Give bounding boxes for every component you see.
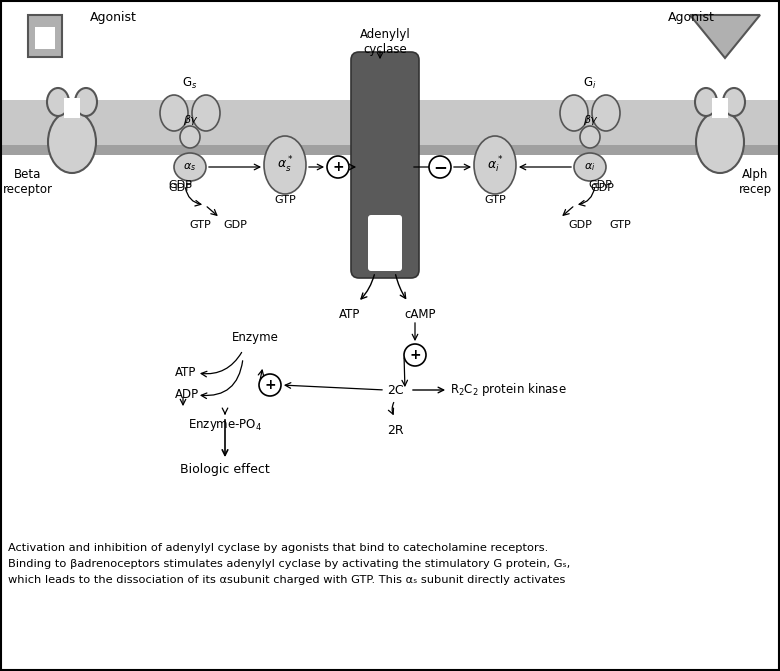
Ellipse shape [160,95,188,131]
Text: +: + [410,348,421,362]
Bar [712,98,728,118]
Text: α$_i$: α$_i$ [584,161,596,173]
Text: GTP: GTP [609,220,631,230]
Text: Activation and inhibition of adenylyl cyclase by agonists that bind to catechola: Activation and inhibition of adenylyl cy… [8,543,548,553]
FancyBboxPatch shape [351,52,419,278]
Text: α$_s$: α$_s$ [183,161,197,173]
Text: GDP: GDP [588,180,612,190]
Text: GDP: GDP [168,183,192,193]
Ellipse shape [695,88,717,116]
Ellipse shape [264,136,306,194]
Text: βγ: βγ [183,115,197,125]
Text: GTP: GTP [484,195,506,205]
Ellipse shape [180,126,200,148]
Bar [0,100,780,145]
Ellipse shape [696,111,744,173]
Text: Enzyme-PO$_4$: Enzyme-PO$_4$ [188,417,262,433]
Ellipse shape [47,88,69,116]
Text: Agonist: Agonist [668,11,715,25]
Circle shape [429,156,451,178]
Text: cAMP: cAMP [404,309,436,321]
Text: ATP: ATP [175,366,197,380]
Ellipse shape [192,95,220,131]
Text: G$_s$: G$_s$ [183,75,197,91]
Text: Adenylyl
cyclase: Adenylyl cyclase [360,28,410,56]
Text: Agonist: Agonist [90,11,136,25]
Text: −: − [433,158,447,176]
Bar [64,98,80,118]
FancyBboxPatch shape [28,15,62,57]
Text: Alph
recep: Alph recep [739,168,771,196]
Ellipse shape [75,88,97,116]
Text: 2R: 2R [387,423,403,437]
Circle shape [327,156,349,178]
Text: βγ: βγ [583,115,597,125]
Text: Enzyme: Enzyme [232,331,278,344]
Text: Biologic effect: Biologic effect [180,464,270,476]
Text: α$_i^*$: α$_i^*$ [487,155,503,175]
Text: 2C: 2C [387,384,403,397]
Ellipse shape [723,88,745,116]
Text: ADP: ADP [175,389,199,401]
Bar [0,145,780,155]
Text: α$_s^*$: α$_s^*$ [277,155,293,175]
Text: R$_2$C$_2$ protein kinase: R$_2$C$_2$ protein kinase [450,382,567,399]
FancyBboxPatch shape [368,215,402,271]
Ellipse shape [48,111,96,173]
Text: ATP: ATP [339,309,360,321]
Ellipse shape [574,153,606,181]
Text: GDP: GDP [590,183,614,193]
Ellipse shape [592,95,620,131]
Polygon shape [690,15,760,58]
Bar [35,27,55,49]
Ellipse shape [560,95,588,131]
Ellipse shape [474,136,516,194]
Text: GDP: GDP [168,180,192,190]
Text: which leads to the dissociation of its αsubunit charged with GTP. This αₛ subuni: which leads to the dissociation of its α… [8,575,565,585]
Text: Binding to βadrenoceptors stimulates adenylyl cyclase by activating the stimulat: Binding to βadrenoceptors stimulates ade… [8,559,570,569]
Circle shape [259,374,281,396]
Ellipse shape [174,153,206,181]
Text: +: + [264,378,276,392]
Text: GTP: GTP [274,195,296,205]
Circle shape [404,344,426,366]
Text: GTP: GTP [189,220,211,230]
Text: +: + [332,160,344,174]
Text: Beta
receptor: Beta receptor [3,168,53,196]
Text: G$_i$: G$_i$ [583,75,597,91]
Text: GDP: GDP [568,220,592,230]
Text: GDP: GDP [223,220,247,230]
Ellipse shape [580,126,600,148]
